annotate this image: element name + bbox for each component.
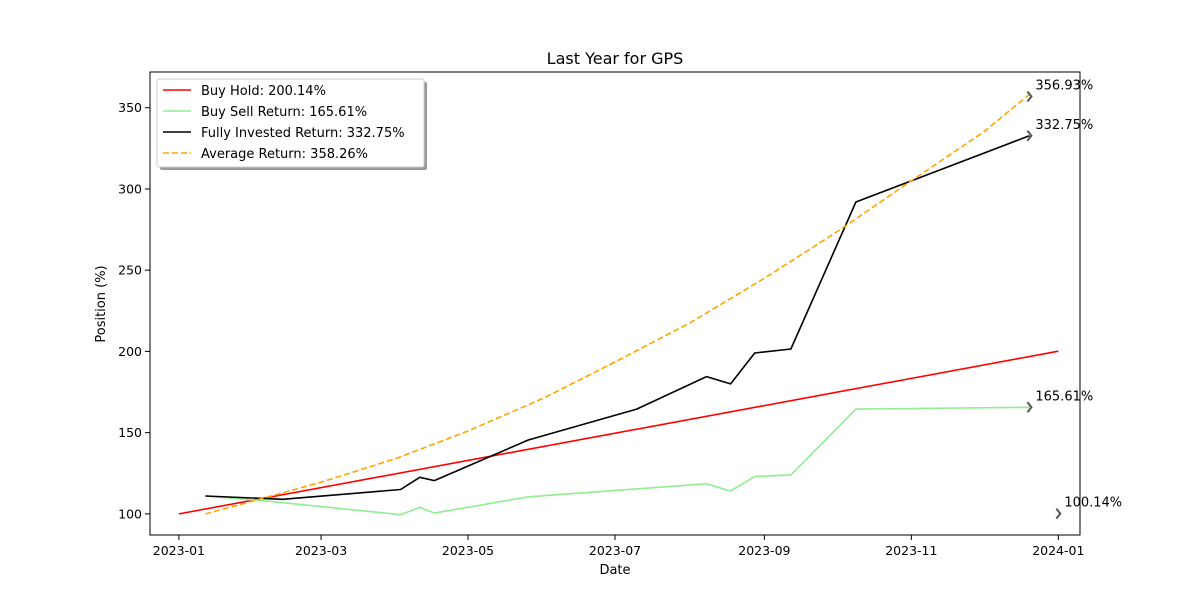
legend-label: Fully Invested Return: 332.75% — [201, 126, 405, 141]
x-tick-label: 2024-01 — [1032, 543, 1084, 558]
annotation-layer: 356.93% 332.75% 165.61% 100.14% — [1026, 78, 1122, 520]
y-tick-label: 300 — [118, 181, 142, 196]
x-tick-label: 2023-03 — [295, 543, 347, 558]
x-tick-label: 2023-01 — [153, 543, 205, 558]
legend-box — [156, 78, 425, 168]
series-line-2 — [205, 135, 1030, 501]
y-tick-label: 150 — [118, 425, 142, 440]
annotation-label: 165.61% — [1035, 389, 1093, 404]
annotation-arrow — [1026, 401, 1033, 413]
x-tick-label: 2023-09 — [738, 543, 790, 558]
x-tick-label: 2023-05 — [442, 543, 494, 558]
y-axis-title: Position (%) — [94, 265, 109, 342]
x-axis-title: Date — [599, 563, 630, 578]
legend-label: Buy Sell Return: 165.61% — [201, 105, 367, 120]
x-tick-label: 2023-11 — [885, 543, 937, 558]
annotation-label: 332.75% — [1035, 118, 1093, 133]
annotation-arrow — [1026, 130, 1033, 142]
chart-title: Last Year for GPS — [547, 49, 684, 68]
annotation-label: 356.93% — [1035, 78, 1093, 93]
series-layer — [178, 93, 1059, 516]
y-tick-label: 100 — [118, 506, 142, 521]
y-tick-label: 200 — [118, 344, 142, 359]
x-axis: 2023-01 2023-03 2023-05 2023-07 2023-09 2023-… — [153, 535, 1084, 558]
legend-label: Buy Hold: 200.14% — [201, 84, 326, 99]
annotation-arrow — [1026, 90, 1033, 103]
legend-label: Average Return: 358.26% — [201, 147, 368, 162]
series-line-3 — [205, 93, 1030, 515]
legend: Buy Hold: 200.14% Buy Sell Return: 165.61… — [156, 78, 427, 170]
annotation-label: 100.14% — [1064, 496, 1122, 511]
series-line-1 — [205, 406, 1030, 516]
annotation-arrow — [1055, 508, 1062, 520]
y-tick-label: 350 — [118, 100, 142, 115]
x-tick-label: 2023-07 — [589, 543, 641, 558]
y-tick-label: 250 — [118, 263, 142, 278]
series-line-0 — [178, 350, 1059, 515]
y-axis: 100 150 200 250 300 350 — [118, 100, 150, 521]
